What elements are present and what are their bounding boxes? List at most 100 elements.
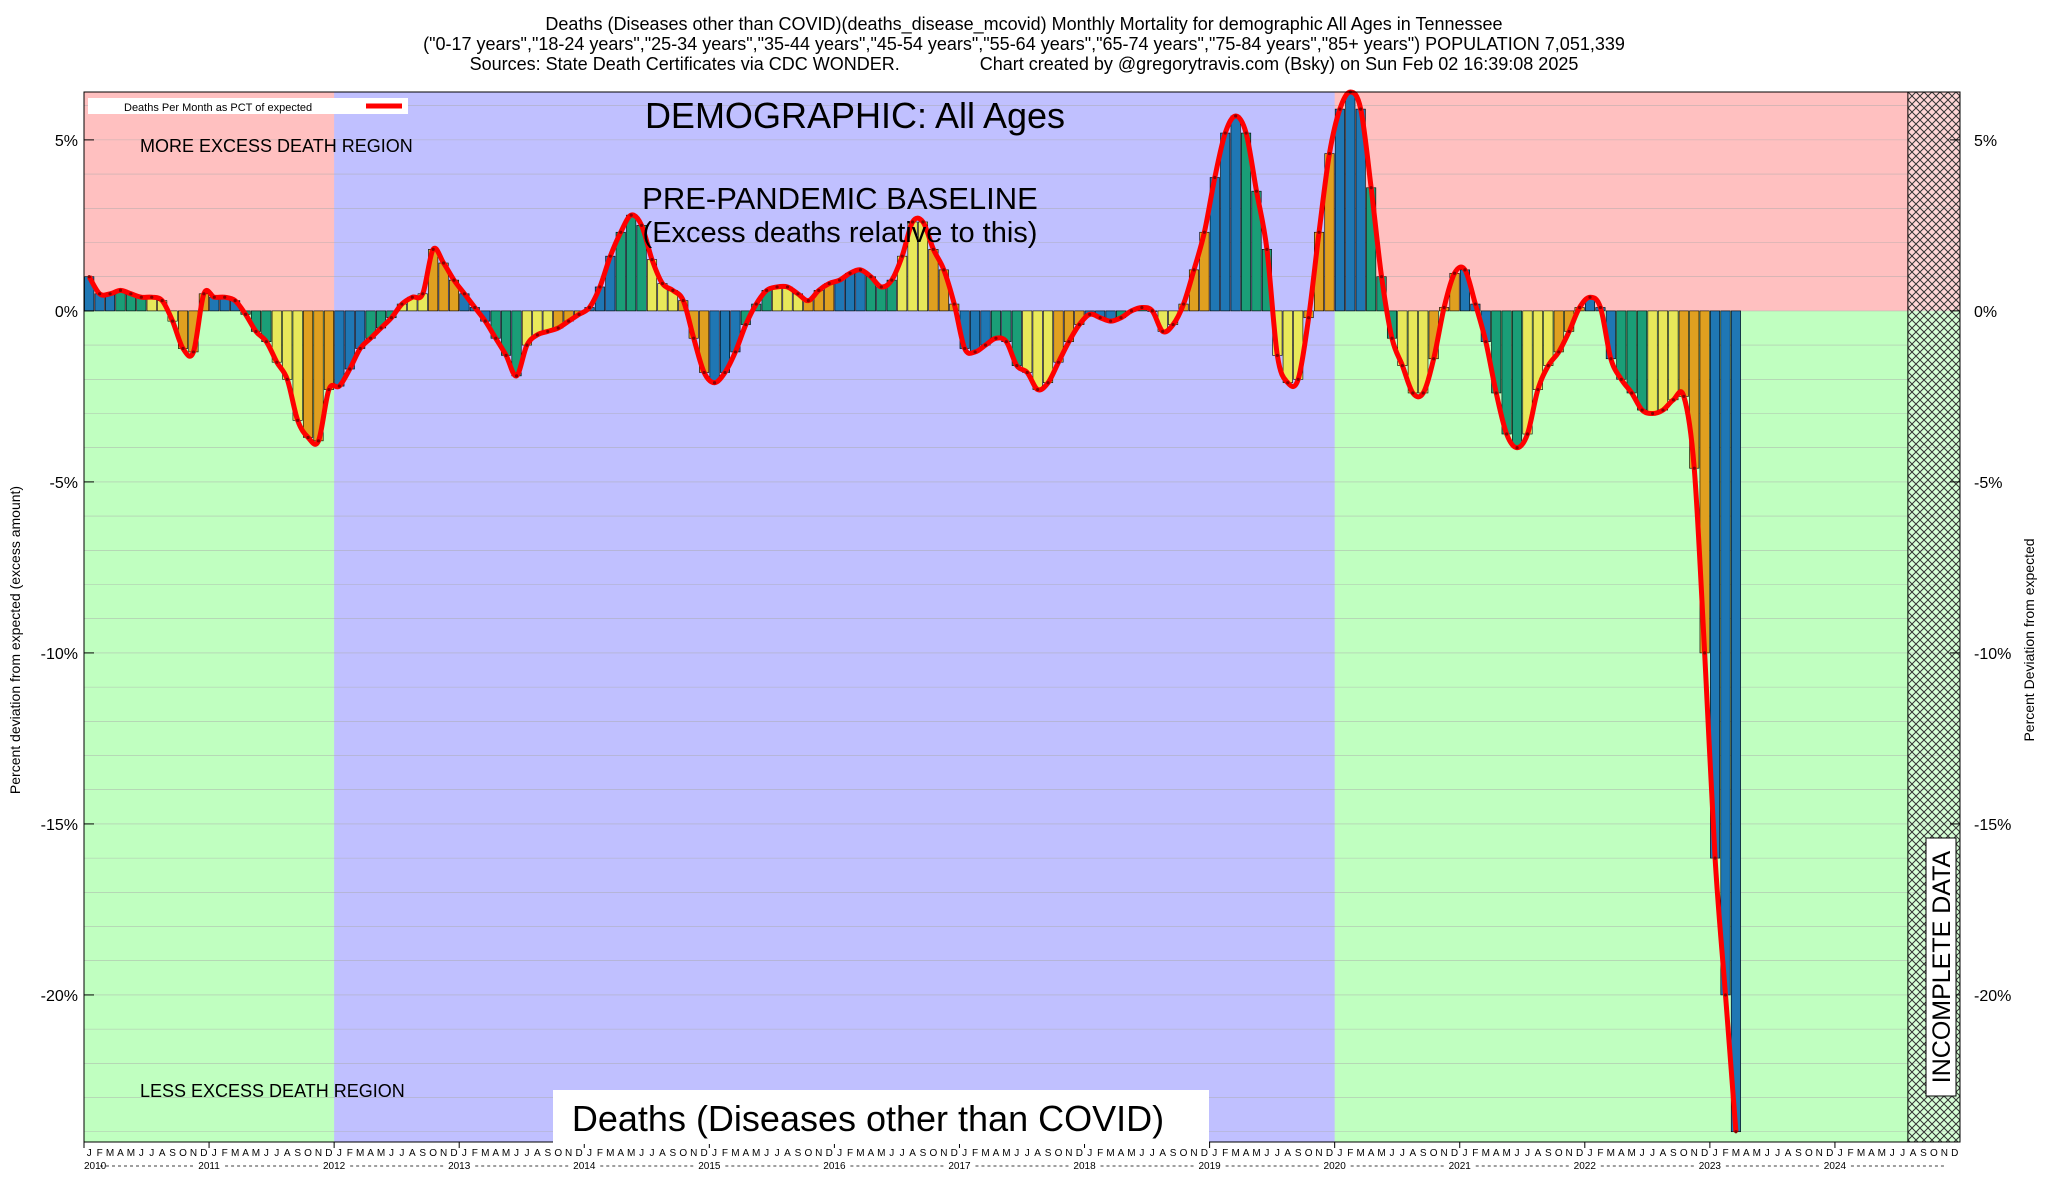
series-point	[671, 288, 675, 292]
bars-layer	[84, 91, 1741, 1133]
y-tick-label-left: -20%	[41, 988, 78, 1005]
x-month-label: A	[534, 1148, 541, 1159]
y-axis-label-right: Percent Deviation from expected	[2021, 538, 2037, 741]
series-point	[1630, 391, 1634, 395]
x-month-label: M	[606, 1148, 614, 1159]
y-tick-label-right: 0%	[1974, 304, 1997, 321]
series-point	[1140, 305, 1144, 310]
x-month-label: A	[993, 1148, 1000, 1159]
x-month-label: S	[1170, 1148, 1177, 1159]
series-point	[1181, 302, 1186, 306]
series-point	[1650, 411, 1655, 416]
more-excess-region-label: MORE EXCESS DEATH REGION	[140, 136, 413, 156]
x-month-label: N	[1065, 1148, 1072, 1159]
x-month-label: S	[1420, 1148, 1427, 1159]
series-point	[952, 302, 956, 306]
x-month-label: J	[1087, 1148, 1092, 1159]
x-month-label: N	[1566, 1148, 1573, 1159]
series-point	[1432, 357, 1436, 361]
series-point	[348, 367, 352, 371]
series-point	[243, 312, 248, 316]
series-point	[1213, 175, 1217, 180]
x-month-label: J	[1400, 1148, 1405, 1159]
x-month-label: F	[472, 1148, 478, 1159]
x-month-label: J	[712, 1148, 717, 1159]
x-month-label: J	[962, 1148, 967, 1159]
bar	[1282, 310, 1293, 384]
series-point	[1317, 230, 1321, 234]
x-month-label: J	[1515, 1148, 1520, 1159]
x-month-label: J	[764, 1148, 769, 1159]
x-month-label: O	[1305, 1148, 1313, 1159]
x-month-label: F	[1597, 1148, 1603, 1159]
x-month-label: D	[1826, 1148, 1833, 1159]
x-month-label: D	[200, 1148, 207, 1159]
x-month-label: A	[868, 1148, 875, 1159]
series-point	[619, 230, 623, 234]
x-month-label: M	[1252, 1148, 1260, 1159]
series-point	[1682, 394, 1686, 398]
series-point	[1286, 381, 1290, 385]
x-month-label: J	[1588, 1148, 1593, 1159]
series-point	[1275, 353, 1279, 357]
series-point	[1661, 408, 1665, 412]
series-point	[296, 418, 300, 422]
x-month-label: N	[815, 1148, 822, 1159]
series-point	[1171, 322, 1175, 327]
x-month-label: M	[731, 1148, 739, 1159]
bar	[1657, 310, 1668, 411]
x-month-label: A	[1118, 1148, 1125, 1159]
x-month-label: N	[1190, 1148, 1197, 1159]
x-year-label: 2023	[1699, 1161, 1722, 1172]
baseline-label: PRE-PANDEMIC BASELINE	[642, 181, 1038, 216]
x-month-label: O	[1430, 1148, 1438, 1159]
x-month-label: M	[1377, 1148, 1385, 1159]
series-point	[921, 220, 925, 224]
x-month-label: N	[1816, 1148, 1823, 1159]
series-point	[744, 322, 748, 327]
x-month-label: S	[1920, 1148, 1927, 1159]
series-point	[775, 285, 779, 289]
y-axis-label-left: Percent deviation from expected (excess …	[7, 486, 23, 794]
x-month-label: A	[1868, 1148, 1875, 1159]
series-point	[546, 329, 550, 334]
x-month-label: D	[1576, 1148, 1583, 1159]
series-point	[1307, 316, 1311, 320]
series-point	[223, 295, 227, 299]
bar	[845, 272, 856, 312]
series-point	[1692, 466, 1696, 470]
series-point	[900, 254, 904, 258]
bar	[626, 214, 637, 312]
x-month-label: N	[940, 1148, 947, 1159]
x-month-label: S	[1670, 1148, 1677, 1159]
x-month-label: M	[1127, 1148, 1135, 1159]
series-point	[1202, 230, 1206, 234]
x-month-label: N	[1315, 1148, 1322, 1159]
series-point	[838, 278, 842, 282]
series-point	[879, 285, 883, 289]
x-month-label: O	[930, 1148, 938, 1159]
bar	[855, 269, 866, 312]
series-point	[1254, 189, 1259, 193]
x-month-label: N	[1440, 1148, 1447, 1159]
baseline-sublabel: (Excess deaths relative to this)	[643, 217, 1038, 249]
x-month-label: J	[650, 1148, 655, 1159]
series-point	[858, 268, 863, 272]
series-point	[1494, 391, 1498, 395]
x-month-label: F	[972, 1148, 978, 1159]
x-month-label: F	[722, 1148, 728, 1159]
x-year-label: 2018	[1073, 1161, 1096, 1172]
x-month-label: J	[1264, 1148, 1269, 1159]
x-month-label: J	[399, 1148, 404, 1159]
x-month-label: J	[524, 1148, 529, 1159]
x-year-label: 2017	[948, 1161, 971, 1172]
x-month-label: D	[826, 1148, 833, 1159]
series-point	[1338, 107, 1342, 111]
series-point	[1525, 432, 1530, 436]
x-month-label: O	[554, 1148, 562, 1159]
x-month-label: J	[587, 1148, 592, 1159]
x-month-label: O	[1055, 1148, 1063, 1159]
y-tick-label-left: 5%	[55, 133, 78, 150]
x-month-label: A	[1618, 1148, 1625, 1159]
series-line-layer	[87, 89, 1739, 1134]
